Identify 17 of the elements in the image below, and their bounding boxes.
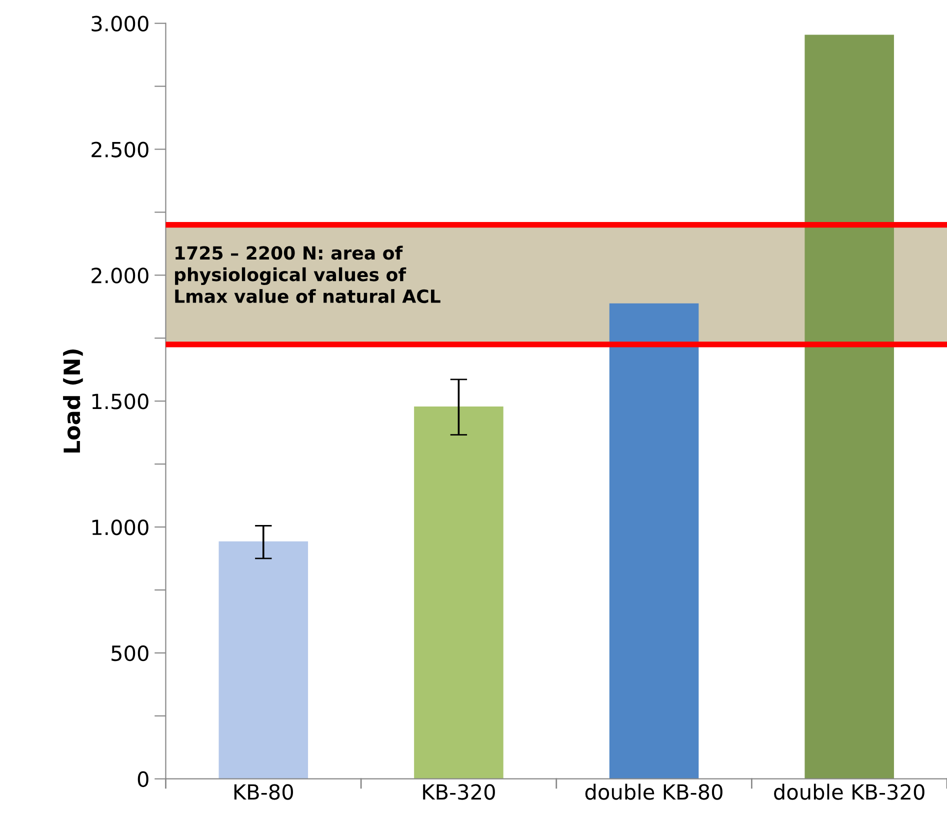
y-tick-label: 3.000: [92, 16, 148, 32]
bar: [609, 303, 699, 779]
x-tick-label: KB-320: [423, 784, 495, 800]
y-tick-label: 2.000: [92, 268, 148, 284]
y-tick-label: 2.500: [92, 142, 148, 158]
bar: [218, 541, 308, 779]
y-tick-label: 1.500: [92, 394, 148, 410]
y-tick-label: 1.000: [92, 519, 148, 536]
bar: [414, 406, 504, 779]
bar: [804, 34, 894, 779]
band-label: 1725 – 2200 N: area of physiological values of Lmax value of natural ACL: [175, 246, 440, 304]
y-axis-title: Load (N): [63, 350, 83, 453]
x-tick-label: double KB-80: [585, 784, 722, 800]
y-tick-label: 0: [138, 771, 148, 788]
y-tick-label: 500: [112, 645, 148, 662]
x-tick-label: double KB-320: [774, 784, 924, 800]
x-tick-label: KB-80: [234, 784, 293, 800]
